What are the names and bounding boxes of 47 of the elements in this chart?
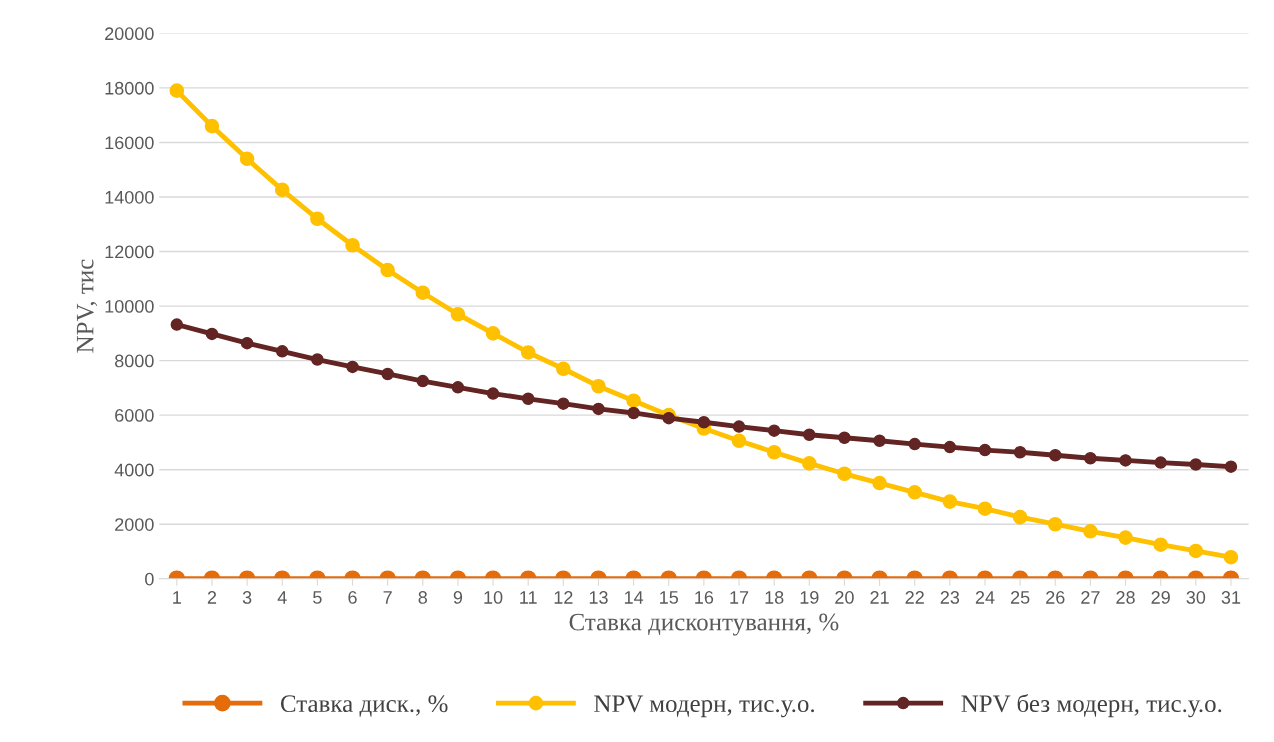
x-tick-label: 20 (835, 591, 854, 604)
x-tick-label: 29 (1151, 591, 1170, 604)
x-tick-label: 12 (554, 591, 573, 604)
x-tick-label: 7 (383, 591, 392, 604)
y-tick-label: 14000 (105, 190, 154, 204)
x-tick-label: 26 (1046, 591, 1065, 604)
legend-label: NPV без модерн, тис.у.о. (961, 693, 1222, 718)
y-tick-label: 10000 (105, 300, 154, 313)
x-tick-label: 13 (589, 591, 608, 604)
legend-label: Ставка диск., % (280, 695, 448, 717)
y-tick-label: 12000 (105, 245, 154, 259)
x-tick-label: 4 (277, 591, 287, 604)
x-tick-label: 11 (520, 591, 537, 604)
x-tick-label: 3 (242, 591, 252, 604)
x-tick-label: 23 (940, 591, 960, 604)
y-tick-label: 0 (145, 572, 154, 586)
x-axis-title: Ставка дисконтування, % (569, 613, 839, 636)
x-tick-label: 22 (905, 591, 924, 604)
x-tick-label: 19 (800, 591, 819, 604)
x-tick-label: 18 (765, 591, 784, 604)
x-tick-label: 10 (484, 591, 503, 604)
y-tick-label: 8000 (115, 354, 154, 368)
x-tick-label: 30 (1186, 591, 1206, 604)
x-tick-label: 15 (660, 591, 679, 604)
y-tick-label: 2000 (115, 518, 154, 531)
x-tick-label: 8 (418, 591, 428, 604)
y-tick-label: 16000 (105, 136, 154, 150)
y-tick-label: 6000 (115, 409, 154, 422)
y-axis-title: NPV, тис (76, 259, 98, 353)
x-tick-label: 25 (1010, 591, 1030, 604)
legend-label: NPV модерн, тис.у.о. (594, 695, 815, 718)
x-tick-label: 17 (730, 591, 749, 604)
x-tick-label: 5 (313, 591, 322, 604)
x-tick-label: 6 (348, 591, 357, 604)
y-tick-label: 20000 (105, 27, 154, 41)
y-tick-label: 4000 (114, 463, 154, 477)
y-tick-label: 18000 (105, 81, 154, 95)
x-tick-label: 28 (1116, 591, 1135, 604)
x-tick-label: 16 (695, 591, 714, 604)
x-tick-label: 21 (870, 591, 889, 604)
x-tick-label: 2 (207, 591, 217, 604)
x-tick-label: 1 (173, 591, 181, 604)
x-tick-label: 9 (453, 591, 463, 604)
x-tick-label: 31 (1221, 591, 1241, 604)
x-tick-label: 24 (975, 591, 995, 604)
x-tick-label: 14 (624, 591, 644, 604)
x-tick-label: 27 (1081, 591, 1100, 604)
